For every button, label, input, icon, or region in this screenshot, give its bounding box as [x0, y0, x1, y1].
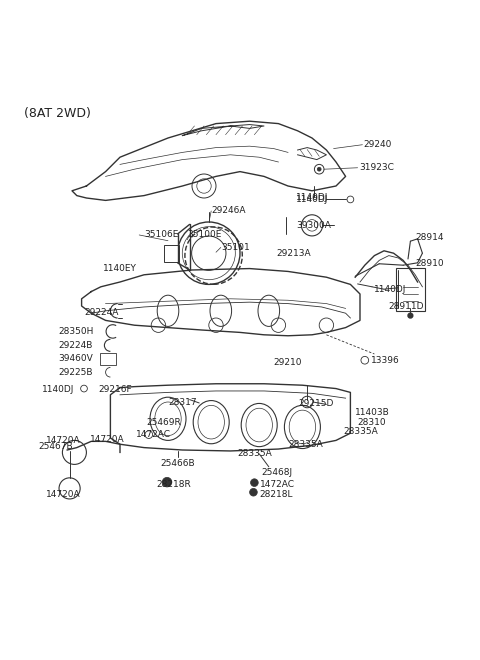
Text: 29224A: 29224A — [84, 308, 119, 317]
Text: 29246A: 29246A — [211, 207, 246, 215]
Text: 28335A: 28335A — [288, 440, 323, 449]
Text: 14720A: 14720A — [46, 436, 80, 445]
Text: 1140DJ: 1140DJ — [42, 385, 74, 395]
Text: 25469R: 25469R — [146, 418, 181, 426]
Text: 14720A: 14720A — [90, 435, 125, 444]
Text: 25467B: 25467B — [38, 442, 73, 451]
Text: 1140EY: 1140EY — [103, 264, 137, 273]
Text: 28218L: 28218L — [259, 490, 293, 499]
Text: 39300A: 39300A — [296, 221, 331, 230]
Text: 28218R: 28218R — [156, 480, 191, 489]
FancyBboxPatch shape — [396, 267, 425, 311]
Circle shape — [162, 477, 172, 487]
Text: 29240: 29240 — [364, 140, 392, 149]
Text: 29213A: 29213A — [276, 249, 311, 257]
Circle shape — [408, 314, 413, 318]
Text: 35106E: 35106E — [144, 230, 179, 240]
Text: 29210: 29210 — [274, 358, 302, 367]
Text: 28335A: 28335A — [343, 427, 378, 436]
Text: 1140DJ: 1140DJ — [296, 195, 328, 204]
Text: 28317: 28317 — [168, 399, 197, 407]
Text: 25468J: 25468J — [262, 468, 293, 477]
Text: 28914: 28914 — [415, 234, 444, 242]
FancyBboxPatch shape — [100, 353, 116, 364]
Circle shape — [251, 478, 258, 486]
Text: 29225B: 29225B — [59, 368, 93, 377]
Circle shape — [250, 488, 257, 496]
Text: 14720A: 14720A — [46, 490, 80, 499]
Text: 29216F: 29216F — [98, 385, 132, 395]
Text: 28310: 28310 — [358, 418, 386, 426]
FancyBboxPatch shape — [164, 245, 179, 262]
Text: 1140DJ: 1140DJ — [374, 284, 407, 294]
Text: 35100E: 35100E — [187, 230, 222, 240]
Text: 31923C: 31923C — [359, 163, 394, 172]
Text: (8AT 2WD): (8AT 2WD) — [24, 107, 91, 120]
Circle shape — [317, 167, 321, 171]
Text: 11403B: 11403B — [355, 408, 390, 417]
Text: 25466B: 25466B — [161, 459, 195, 468]
Text: 28350H: 28350H — [59, 327, 94, 336]
Text: 1472AC: 1472AC — [260, 480, 295, 489]
Text: 29215D: 29215D — [299, 399, 334, 408]
Text: 29224B: 29224B — [59, 341, 93, 350]
Text: 28911D: 28911D — [389, 302, 424, 312]
Text: 1140DJ: 1140DJ — [296, 193, 328, 203]
Text: 28335A: 28335A — [238, 449, 272, 458]
Text: 1472AC: 1472AC — [136, 430, 171, 439]
Text: 39460V: 39460V — [59, 354, 93, 363]
Text: 35101: 35101 — [221, 243, 250, 252]
Text: 13396: 13396 — [371, 356, 399, 365]
Text: 28910: 28910 — [415, 259, 444, 268]
